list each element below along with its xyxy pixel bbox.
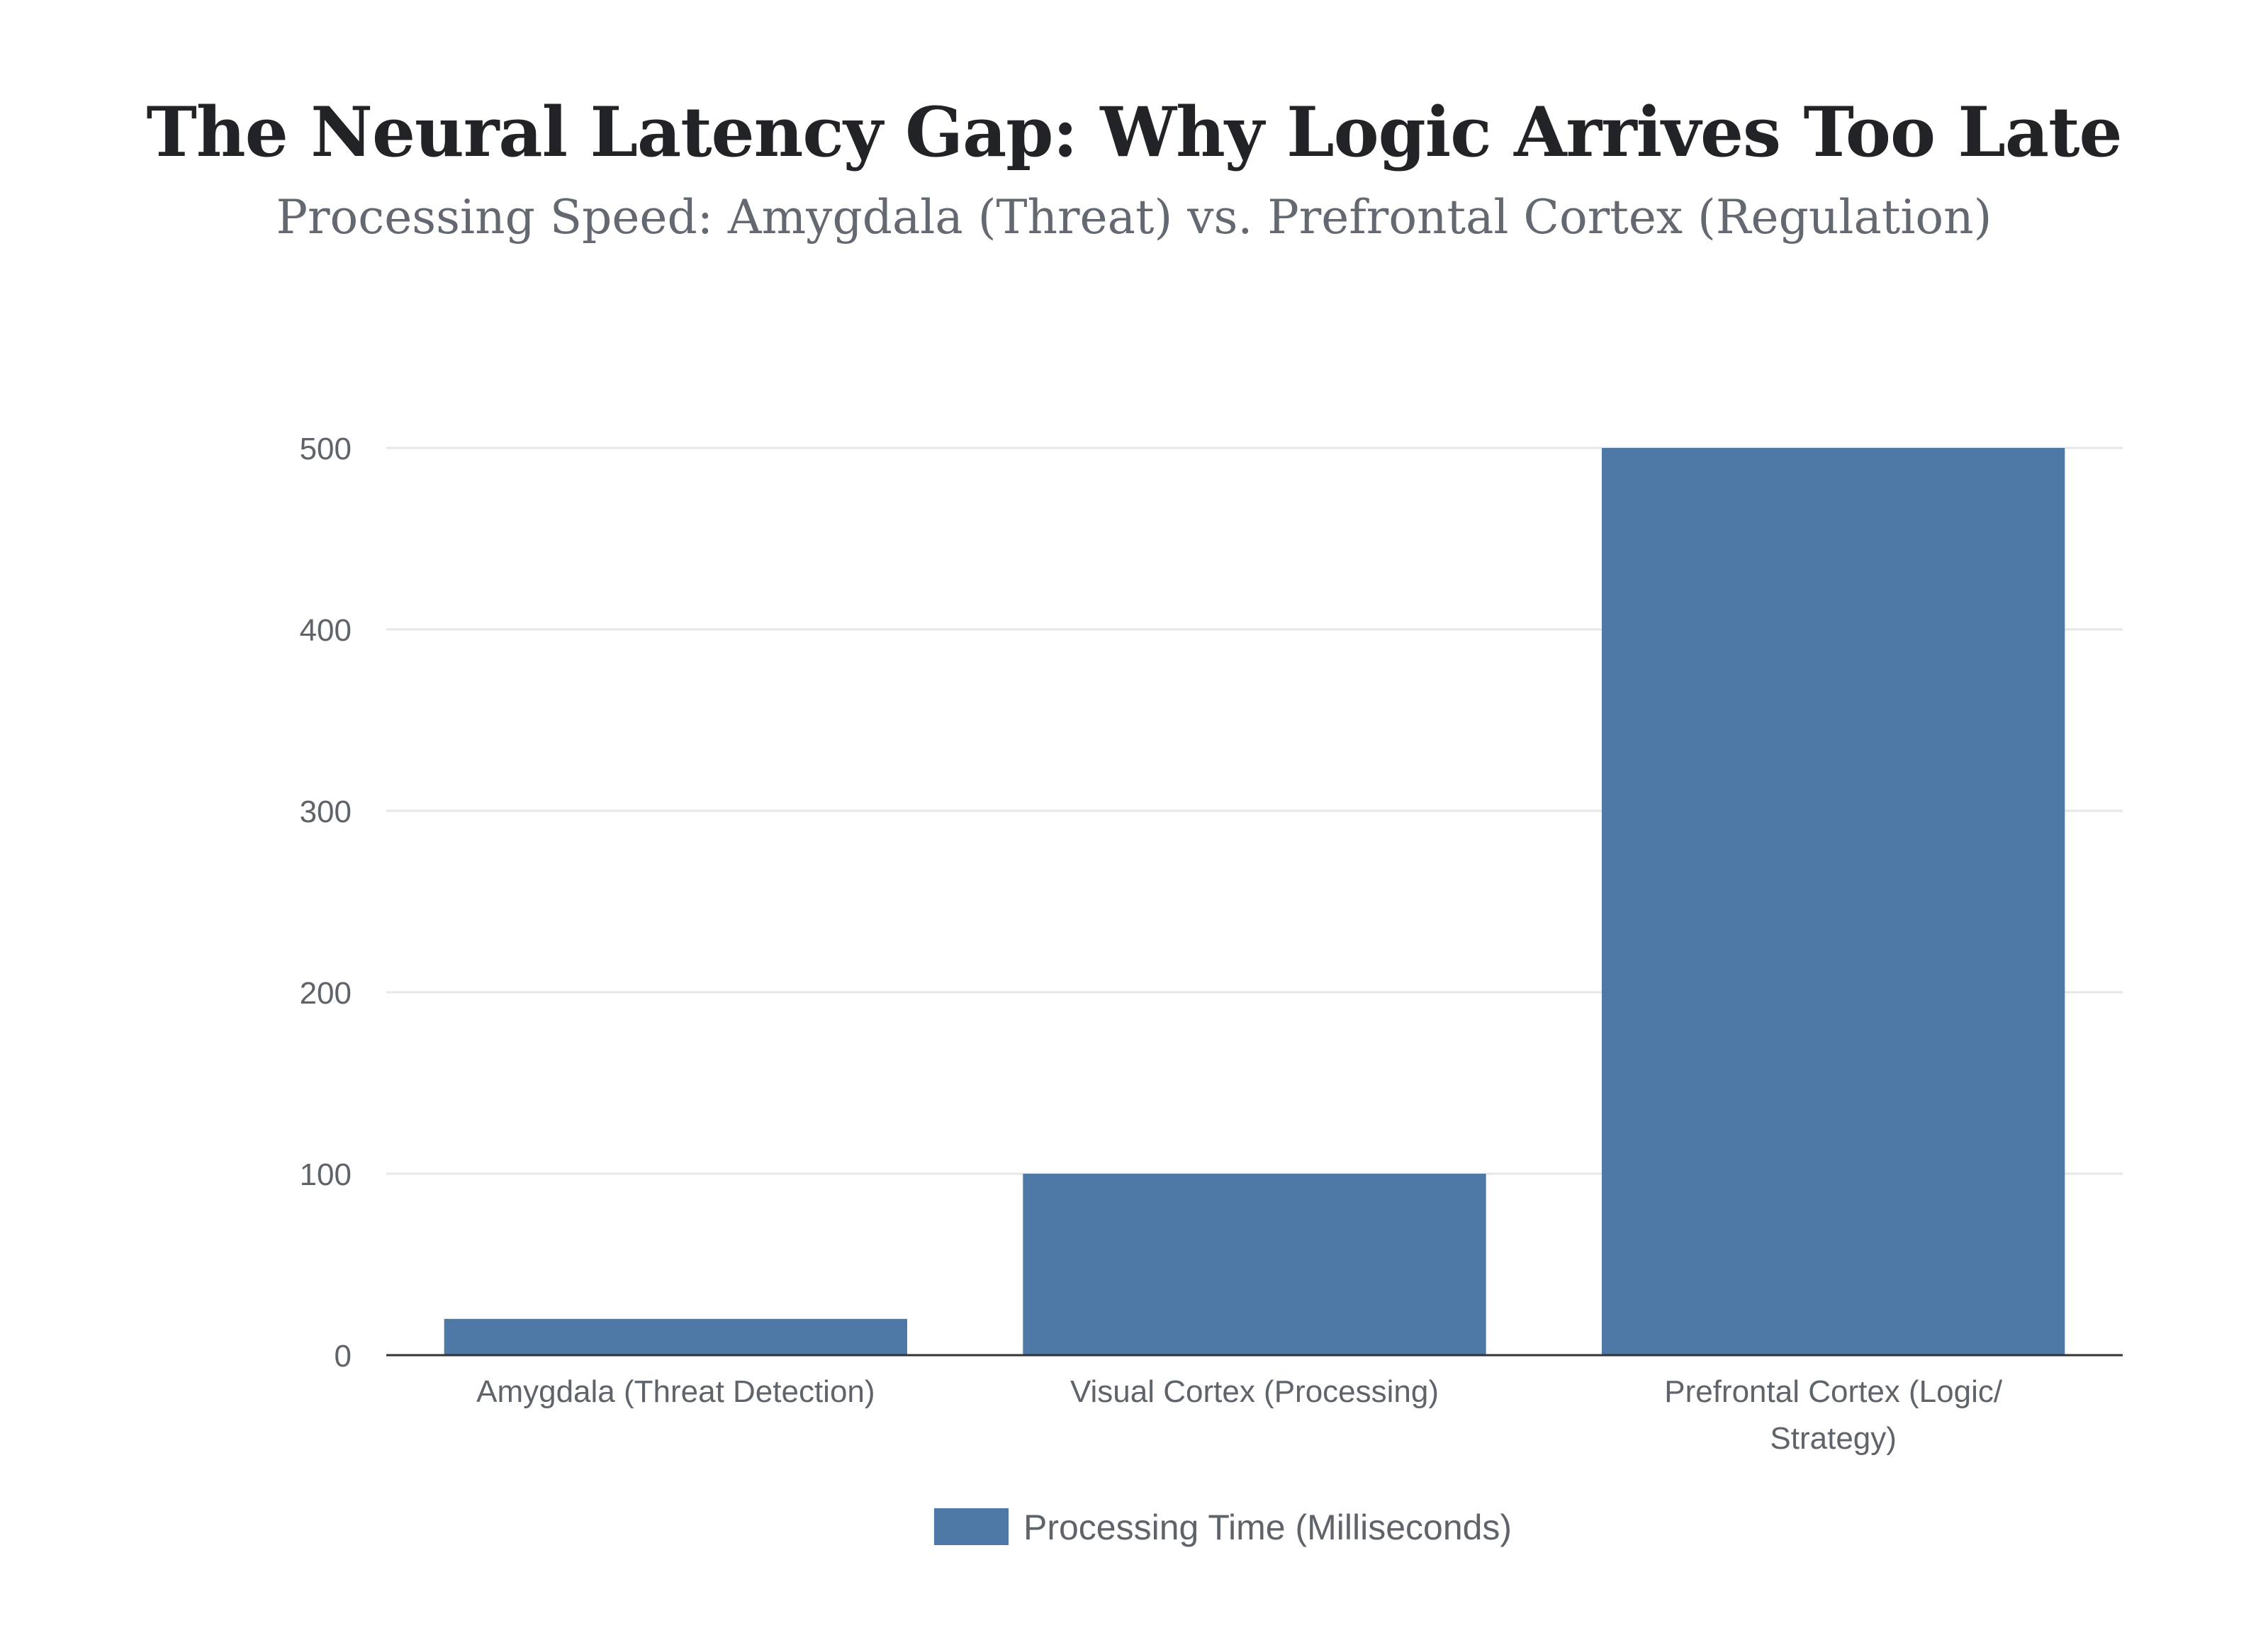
y-tick-label: 0 bbox=[335, 1339, 352, 1374]
chart-subtitle: Processing Speed: Amygdala (Threat) vs. … bbox=[276, 190, 1992, 245]
x-tick-label: Visual Cortex (Processing) bbox=[1070, 1374, 1439, 1409]
y-tick-label: 500 bbox=[300, 432, 352, 466]
legend-label: Processing Time (Milliseconds) bbox=[1023, 1508, 1512, 1547]
y-tick-label: 400 bbox=[300, 613, 352, 648]
x-tick-label: Amygdala (Threat Detection) bbox=[476, 1374, 875, 1409]
y-tick-label: 100 bbox=[300, 1157, 352, 1192]
bar bbox=[1023, 1174, 1486, 1355]
y-tick-label: 200 bbox=[300, 976, 352, 1011]
labels: 0 100 200 300 400 500 Amygdala (Threat Detecti… bbox=[300, 432, 2003, 1456]
bar bbox=[444, 1318, 907, 1355]
legend: Processing Time (Milliseconds) bbox=[934, 1508, 1512, 1547]
bars bbox=[444, 448, 2065, 1355]
x-tick-label: Strategy) bbox=[1770, 1421, 1897, 1456]
x-tick-label: Prefrontal Cortex (Logic/ bbox=[1664, 1374, 2003, 1409]
legend-swatch bbox=[934, 1508, 1009, 1545]
chart-title: The Neural Latency Gap: Why Logic Arrive… bbox=[146, 92, 2122, 172]
bar bbox=[1602, 448, 2065, 1355]
y-tick-label: 300 bbox=[300, 795, 352, 829]
